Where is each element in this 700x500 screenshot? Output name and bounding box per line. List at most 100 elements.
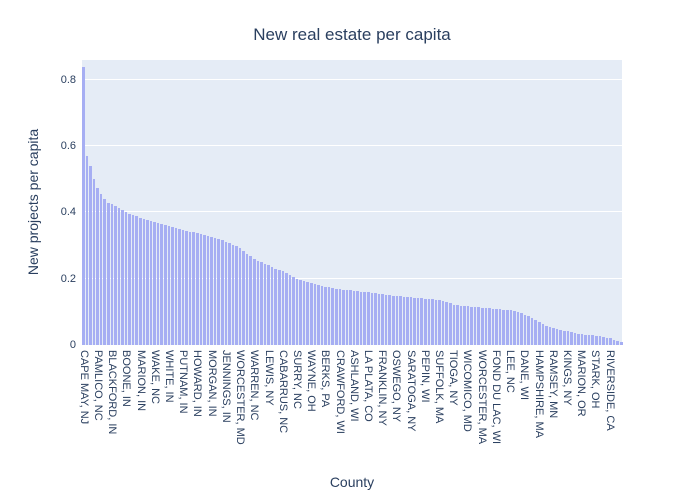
bar[interactable] xyxy=(295,278,299,345)
bar[interactable] xyxy=(167,225,171,345)
bar[interactable] xyxy=(591,335,594,345)
bar[interactable] xyxy=(206,235,210,345)
bar[interactable] xyxy=(619,342,623,345)
bar[interactable] xyxy=(463,305,466,345)
bar[interactable] xyxy=(534,320,537,345)
bar[interactable] xyxy=(89,166,92,345)
bar[interactable] xyxy=(253,258,256,345)
bar[interactable] xyxy=(121,210,124,345)
bar[interactable] xyxy=(395,295,399,345)
bar[interactable] xyxy=(359,291,363,345)
bar[interactable] xyxy=(402,296,406,345)
bar[interactable] xyxy=(217,238,220,345)
bar[interactable] xyxy=(520,313,523,345)
bar[interactable] xyxy=(317,285,320,345)
bar[interactable] xyxy=(427,298,431,345)
bar[interactable] xyxy=(441,300,445,345)
bar[interactable] xyxy=(367,292,370,345)
bar[interactable] xyxy=(188,231,192,345)
bar[interactable] xyxy=(288,274,292,345)
bar[interactable] xyxy=(527,316,530,345)
bar[interactable] xyxy=(388,295,391,345)
bar[interactable] xyxy=(548,327,552,345)
bar[interactable] xyxy=(174,227,178,345)
bar[interactable] xyxy=(391,295,395,345)
bar[interactable] xyxy=(238,247,242,345)
bar[interactable] xyxy=(192,232,195,345)
bar[interactable] xyxy=(274,268,277,345)
bar[interactable] xyxy=(420,298,423,345)
bar[interactable] xyxy=(466,306,470,345)
bar[interactable] xyxy=(220,240,224,345)
bar[interactable] xyxy=(338,289,342,345)
bar[interactable] xyxy=(538,322,541,345)
bar[interactable] xyxy=(413,297,416,345)
bar[interactable] xyxy=(228,242,231,345)
bar[interactable] xyxy=(602,337,605,345)
bar[interactable] xyxy=(96,187,99,345)
bar[interactable] xyxy=(580,334,584,345)
bar[interactable] xyxy=(491,308,495,345)
bar[interactable] xyxy=(505,309,509,345)
bar[interactable] xyxy=(481,307,484,345)
bar[interactable] xyxy=(552,328,555,345)
bar[interactable] xyxy=(470,306,473,345)
bar[interactable] xyxy=(281,271,285,345)
bar[interactable] xyxy=(513,310,516,345)
bar[interactable] xyxy=(320,286,324,345)
bar[interactable] xyxy=(495,308,498,345)
bar[interactable] xyxy=(424,298,427,345)
bar[interactable] xyxy=(356,291,359,345)
bar[interactable] xyxy=(313,284,317,345)
bar[interactable] xyxy=(199,233,203,345)
plot-area[interactable] xyxy=(82,60,623,345)
bar[interactable] xyxy=(541,324,545,345)
bar[interactable] xyxy=(448,303,452,345)
bar[interactable] xyxy=(203,234,206,345)
bar[interactable] xyxy=(374,293,377,345)
bar[interactable] xyxy=(452,304,456,345)
bar[interactable] xyxy=(616,341,619,345)
bar[interactable] xyxy=(406,296,409,345)
bar[interactable] xyxy=(245,253,249,345)
bar[interactable] xyxy=(445,301,448,345)
bar[interactable] xyxy=(345,290,349,345)
bar[interactable] xyxy=(306,282,309,345)
bar[interactable] xyxy=(106,202,110,345)
bar[interactable] xyxy=(488,308,491,345)
bar[interactable] xyxy=(242,250,245,345)
bar[interactable] xyxy=(171,226,174,345)
bar[interactable] xyxy=(584,334,587,345)
bar[interactable] xyxy=(598,336,602,345)
bar[interactable] xyxy=(310,283,313,345)
bar[interactable] xyxy=(114,206,117,345)
bar[interactable] xyxy=(384,294,388,345)
bar[interactable] xyxy=(545,325,548,345)
bar[interactable] xyxy=(267,265,270,345)
bar[interactable] xyxy=(178,228,181,345)
bar[interactable] xyxy=(213,237,217,345)
bar[interactable] xyxy=(416,297,420,345)
bar[interactable] xyxy=(570,332,573,345)
bar[interactable] xyxy=(566,331,570,345)
bar[interactable] xyxy=(156,223,160,345)
bar[interactable] xyxy=(117,208,121,345)
bar[interactable] xyxy=(160,224,163,345)
bar[interactable] xyxy=(263,263,267,345)
bar[interactable] xyxy=(502,309,505,345)
bar[interactable] xyxy=(135,216,138,345)
bar[interactable] xyxy=(431,299,434,345)
bar[interactable] xyxy=(149,221,153,345)
bar[interactable] xyxy=(377,293,381,345)
bar[interactable] xyxy=(292,276,295,345)
bar[interactable] xyxy=(327,287,331,345)
bar[interactable] xyxy=(559,330,562,345)
bar[interactable] xyxy=(484,307,488,345)
bar[interactable] xyxy=(605,337,609,345)
bar[interactable] xyxy=(516,311,520,345)
bar[interactable] xyxy=(342,289,345,345)
bar[interactable] xyxy=(555,329,559,345)
bar[interactable] xyxy=(477,307,480,345)
bar[interactable] xyxy=(270,267,274,345)
bar[interactable] xyxy=(103,199,106,345)
